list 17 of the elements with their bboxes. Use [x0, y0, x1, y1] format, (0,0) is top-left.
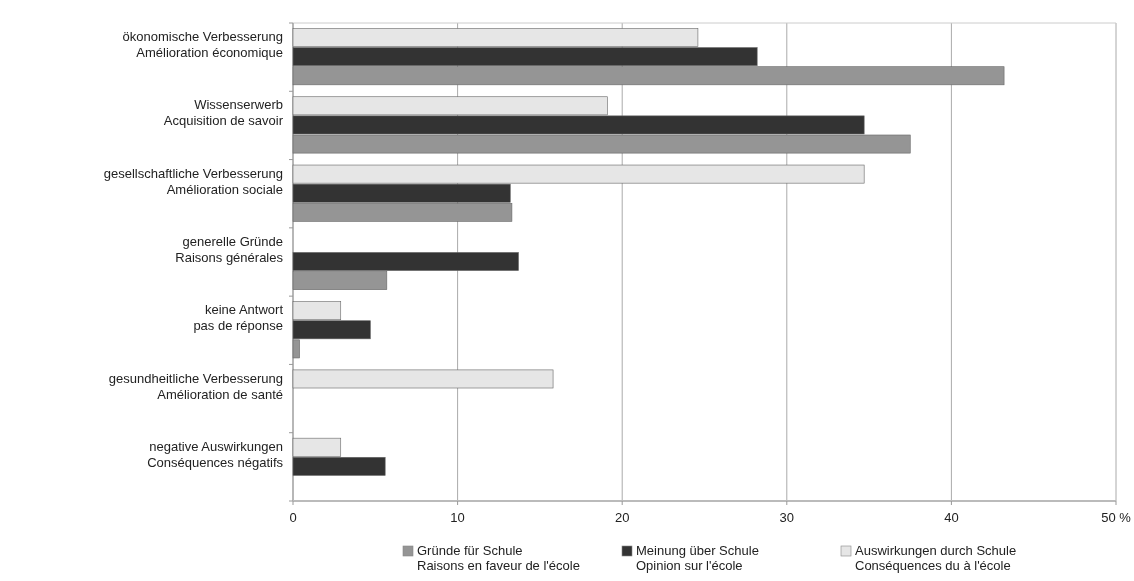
- bar: [292, 369, 554, 389]
- legend-label: Auswirkungen durch Schule Conséquences du à l'école: [855, 543, 1017, 573]
- x-tick-label: 40: [944, 510, 959, 525]
- legend-label: Meinung über Schule Opinion sur l'école: [636, 543, 759, 573]
- y-tick-label: gesundheitliche Verbesserung Amélioration de santé: [108, 370, 283, 402]
- y-tick-label: gesellschaftliche Verbesserung Amélioration sociale: [103, 165, 283, 197]
- y-tick-label: generelle Gründe Raisons générales: [175, 234, 284, 265]
- y-tick-label: negative Auswirkungen Conséquences négatifs: [147, 438, 284, 470]
- x-tick-label: 10: [450, 510, 465, 525]
- y-tick-label: keine Antwort pas de réponse: [193, 302, 284, 334]
- y-tick-label: ökonomische Verbesserung Amélioration économique: [122, 29, 283, 61]
- x-tick-label: 20: [614, 510, 630, 525]
- x-tick-label: 50 %: [1101, 510, 1132, 525]
- x-tick-label: 0: [289, 510, 297, 525]
- x-tick-label: 30: [779, 510, 795, 525]
- legend-label: Gründe für Schule Raisons en faveur de l'école: [417, 543, 580, 573]
- y-tick-label: Wissenserwerb Acquisition de savoir: [163, 97, 284, 129]
